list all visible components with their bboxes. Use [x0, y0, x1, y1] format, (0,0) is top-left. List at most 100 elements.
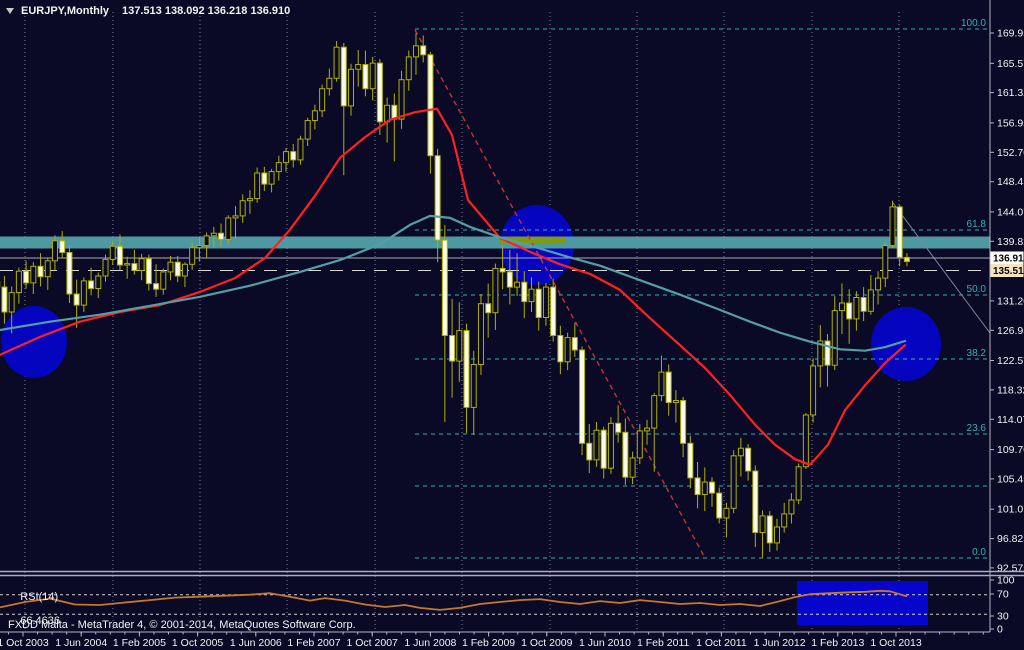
candle-body [225, 217, 232, 240]
time-tick-label: 1 Jun 2006 [230, 637, 282, 649]
candle-body [340, 46, 347, 107]
time-tick-label: 1 Oct 2013 [870, 637, 922, 649]
price-tick-label: 122.575 [997, 355, 1024, 367]
time-tick-label: 1 Feb 2011 [637, 637, 690, 649]
candle-body [51, 240, 58, 262]
candle-body [752, 470, 759, 533]
price-tick-label: 96.825 [997, 533, 1024, 545]
rsi-line [0, 589, 908, 611]
candle-body [203, 235, 210, 247]
price-marker-value: 135.510 [993, 266, 1024, 277]
rsi-pane[interactable]: 100 70 300 [0, 575, 1015, 636]
candle-body [30, 265, 37, 284]
candle-body [665, 371, 672, 404]
time-tick-label: 1 Oct 2011 [696, 637, 747, 649]
price-tick-label: 114.075 [997, 414, 1024, 426]
candle-body [167, 261, 174, 273]
fib-level-label: 61.8 [967, 219, 987, 230]
candle-body [730, 455, 737, 509]
candle-body [8, 292, 15, 313]
candle-body [311, 110, 318, 122]
fib-level-label: 100.0 [961, 18, 986, 29]
candle-body [629, 457, 636, 478]
fib-level-label: 23.6 [967, 423, 987, 434]
candle-body [210, 232, 217, 237]
candle-body [283, 151, 290, 164]
candle-body [153, 283, 160, 290]
candle-body [817, 340, 824, 367]
candle-body [492, 267, 499, 314]
teal-resistance-band [0, 236, 990, 249]
candle-body [867, 289, 874, 312]
time-tick-label: 1 Jun 2010 [579, 637, 631, 649]
candle-body [788, 499, 795, 515]
price-tick-label: 144.075 [997, 206, 1024, 218]
fib-level-label: 50.0 [967, 284, 987, 295]
annotation-shapes [0, 205, 990, 381]
time-tick-label: 1 Feb 2005 [113, 637, 166, 649]
candle-body [427, 54, 434, 157]
candle-body [593, 429, 600, 461]
time-tick-label: 1 Oct 2003 [0, 637, 49, 649]
candle-body [644, 427, 651, 432]
ohlc-values: 137.513 138.092 136.218 136.910 [122, 5, 291, 17]
candle-body [102, 258, 109, 277]
price-tick-label: 131.200 [997, 295, 1024, 307]
candle-body [737, 447, 744, 457]
rsi-highlight-rect [797, 581, 928, 625]
candle-body [369, 62, 376, 90]
price-tick-label: 105.450 [997, 473, 1024, 485]
candle-body [571, 337, 578, 351]
time-tick-label: 1 Jun 2012 [754, 637, 806, 649]
candle-body [1, 286, 8, 313]
ma-slow-teal [0, 214, 907, 352]
candle-body [181, 263, 188, 277]
ma-fast-red [0, 107, 907, 466]
blue-circle-annotation [1, 306, 67, 378]
price-tick-label: 169.950 [997, 28, 1024, 40]
trendlines [414, 29, 991, 557]
candle-body [528, 288, 535, 303]
candle-body [138, 258, 145, 272]
candle-body [781, 513, 788, 528]
price-tick-label: 152.700 [997, 147, 1024, 159]
candle-body [449, 335, 456, 362]
candle-body [88, 280, 95, 289]
candle-body [290, 151, 297, 161]
price-scale[interactable]: 169.950 165.575 161.325 156.950 152.700 148.4… [989, 0, 1024, 632]
price-tick-label: 101.075 [997, 504, 1024, 516]
gray-downtrend [892, 202, 991, 334]
candle-body [485, 303, 492, 314]
candle-body [499, 267, 506, 273]
candle-body [420, 45, 427, 56]
time-scale[interactable]: 1 Oct 2003 1 Jun 2004 1 Feb 2005 1 Oct 2005… [0, 631, 990, 649]
candle-body [355, 64, 362, 70]
price-marker-value: 136.910 [993, 254, 1024, 265]
symbol-dropdown-icon[interactable] [6, 8, 14, 14]
candle-body [896, 206, 903, 258]
candle-body [441, 239, 448, 337]
candle-body [658, 371, 665, 397]
price-tick-label: 126.950 [997, 325, 1024, 337]
rsi-name: RSI(14) [20, 591, 59, 603]
price-marker-box [990, 264, 1024, 277]
candle-body [376, 62, 383, 123]
pane-separator[interactable] [0, 570, 1024, 577]
candle-body [145, 258, 152, 285]
time-tick-label: 1 Feb 2013 [811, 637, 864, 649]
moving-averages [0, 107, 907, 466]
olive-zone-box [500, 236, 566, 244]
candle-body [853, 297, 860, 320]
candle-body [680, 400, 687, 444]
price-tick-label: 139.825 [997, 236, 1024, 248]
candle-body [701, 481, 708, 496]
rsi-scale-label: 70 [997, 589, 1009, 601]
time-tick-label: 1 Jun 2008 [404, 637, 456, 649]
price-tick-label: 92.575 [997, 562, 1024, 574]
candle-body [672, 400, 679, 403]
candle-body [239, 200, 246, 217]
candle-body [535, 288, 542, 319]
candle-body [463, 330, 470, 408]
